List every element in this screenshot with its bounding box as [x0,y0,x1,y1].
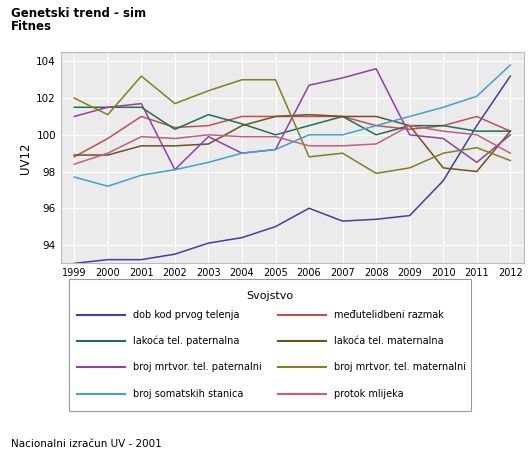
Text: lakoća tel. paternalna: lakoća tel. paternalna [133,336,240,346]
Text: Svojstvo: Svojstvo [246,291,294,301]
Text: Fitnes: Fitnes [11,20,52,34]
Text: lakoća tel. maternalna: lakoća tel. maternalna [334,336,444,346]
Text: dob kod prvog telenja: dob kod prvog telenja [133,310,240,320]
Text: protok mlijeka: protok mlijeka [334,389,404,399]
Text: broj mrtvor. tel. paternalni: broj mrtvor. tel. paternalni [133,362,262,372]
X-axis label: Godina rođenja: Godina rođenja [247,282,338,296]
Text: Genetski trend - sim: Genetski trend - sim [11,7,145,20]
Text: međutelidbeni razmak: međutelidbeni razmak [334,310,444,320]
Text: broj mrtvor. tel. maternalni: broj mrtvor. tel. maternalni [334,362,466,372]
Text: broj somatskih stanica: broj somatskih stanica [133,389,243,399]
FancyBboxPatch shape [69,279,471,411]
Y-axis label: UV12: UV12 [19,142,32,173]
Text: Nacionalni izračun UV - 2001: Nacionalni izračun UV - 2001 [11,439,161,449]
